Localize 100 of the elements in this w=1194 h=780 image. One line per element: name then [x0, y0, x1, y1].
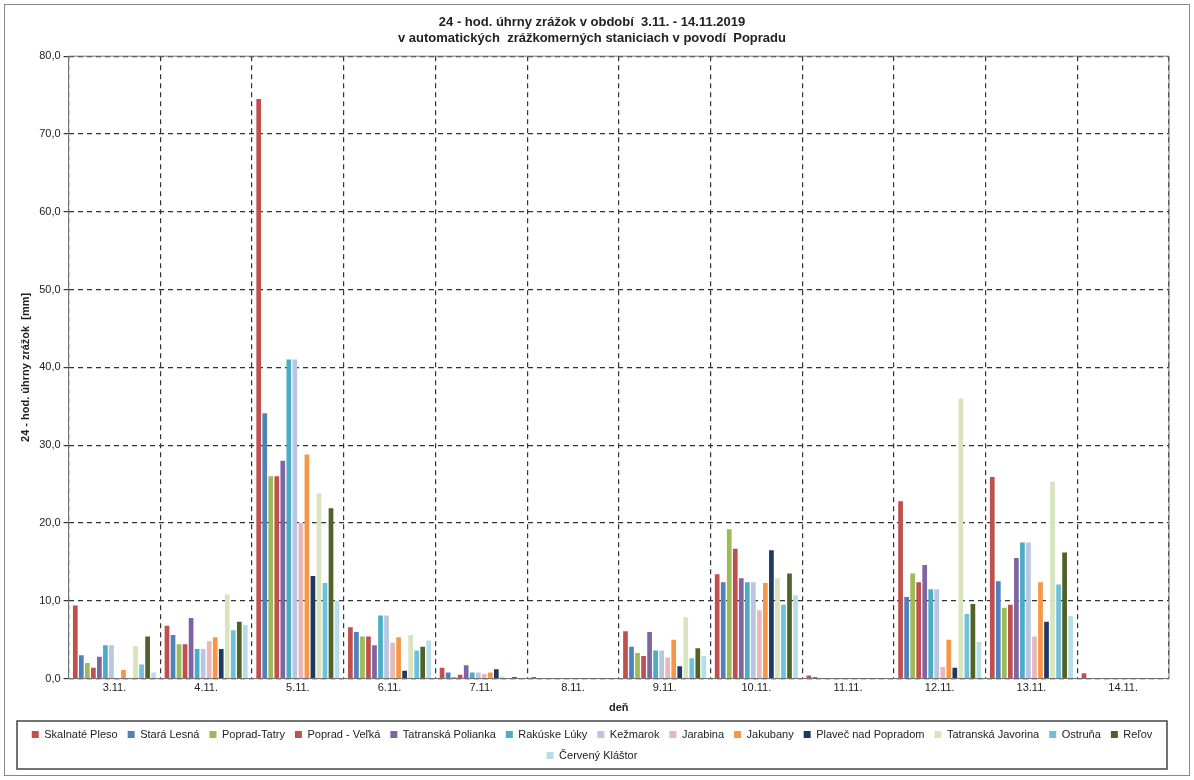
bar [1056, 584, 1061, 678]
x-tick-label: 11.11. [833, 681, 863, 694]
bar [701, 656, 707, 678]
legend-label: Červený Kláštor [559, 748, 638, 761]
bar [714, 574, 720, 678]
bar [683, 617, 689, 678]
bar [750, 582, 756, 678]
x-tick-label: 14.11. [1108, 681, 1139, 694]
bar [934, 589, 940, 678]
bar [268, 476, 274, 678]
legend-label: Ostruňa [1061, 727, 1102, 740]
y-tick-label: 50,0 [39, 282, 61, 295]
bar [757, 610, 762, 678]
bar [769, 550, 774, 678]
bar [475, 672, 481, 678]
bar [922, 565, 928, 678]
y-tick-label: 80,0 [39, 49, 61, 62]
legend-label: Reľov [1123, 727, 1153, 740]
bar [218, 649, 224, 678]
bar [103, 645, 108, 678]
bar [653, 650, 658, 678]
y-tick-label: 30,0 [39, 438, 61, 451]
bar [898, 501, 903, 678]
bar [763, 582, 768, 678]
bar [109, 645, 114, 678]
bar [1050, 481, 1055, 678]
bar [481, 673, 487, 678]
bar [744, 582, 750, 678]
bar [677, 666, 683, 678]
bar [145, 636, 150, 678]
y-tick-label: 60,0 [39, 204, 61, 217]
bar [408, 635, 413, 678]
bar [402, 670, 407, 678]
bar [292, 359, 298, 678]
bar [151, 672, 156, 678]
bar [354, 631, 359, 678]
bar [487, 672, 493, 678]
legend-label: Tatranská Polianka [402, 727, 497, 740]
bar [280, 460, 286, 678]
bar [206, 641, 212, 678]
bar [384, 615, 389, 678]
bar [1001, 607, 1007, 678]
bar [84, 663, 90, 678]
y-tick-label: 70,0 [39, 127, 61, 140]
bar [989, 477, 995, 678]
bar [1062, 552, 1067, 678]
legend-label: Jakubany [746, 727, 795, 740]
x-tick-label: 5.11. [286, 681, 310, 694]
x-tick-label: 9.11. [652, 681, 677, 694]
bar [732, 548, 738, 678]
bar [420, 646, 426, 678]
x-tick-label: 7.11. [469, 681, 494, 694]
bar [360, 636, 365, 678]
bar [469, 672, 475, 678]
bar [256, 98, 262, 678]
legend-label: Stará Lesná [140, 727, 201, 740]
bar [916, 582, 922, 678]
x-tick-label: 10.11. [741, 681, 772, 694]
y-tick-label: 0,0 [45, 671, 61, 684]
x-tick-label: 4.11. [194, 681, 218, 694]
bar [671, 639, 677, 678]
bar [940, 666, 946, 678]
bar [390, 642, 395, 678]
bar [641, 656, 646, 678]
bar [720, 582, 726, 678]
bar [242, 624, 248, 678]
bar [91, 667, 96, 678]
bar [1026, 542, 1031, 678]
bar [665, 657, 671, 678]
bar [904, 596, 909, 678]
y-tick-label: 40,0 [39, 360, 61, 373]
bar [793, 595, 798, 678]
bar [787, 573, 792, 678]
bar [139, 664, 144, 678]
bar [396, 637, 401, 678]
bar [372, 645, 377, 678]
bar [738, 578, 744, 678]
bar [1068, 616, 1073, 678]
legend-label: Rakúske Lúky [518, 727, 588, 740]
y-tick-label: 20,0 [39, 516, 61, 529]
bar [78, 655, 84, 678]
bar [958, 398, 964, 678]
legend-label: Tatranská Javorina [946, 727, 1041, 740]
legend-label: Plaveč nad Popradom [816, 727, 925, 740]
bar [72, 605, 78, 678]
bar [230, 630, 236, 678]
bar [1032, 636, 1037, 678]
bar [236, 621, 242, 678]
bar [952, 667, 958, 678]
bar [224, 594, 230, 678]
bar [378, 615, 383, 678]
bar [1020, 542, 1025, 678]
x-tick-label: 3.11. [102, 681, 127, 694]
x-tick-label: 13.11. [1016, 681, 1047, 694]
bar [910, 573, 915, 678]
legend-label: Kežmarok [609, 727, 660, 740]
bar [121, 670, 126, 678]
bar [366, 636, 371, 678]
bar [695, 648, 701, 678]
bar [775, 578, 780, 678]
